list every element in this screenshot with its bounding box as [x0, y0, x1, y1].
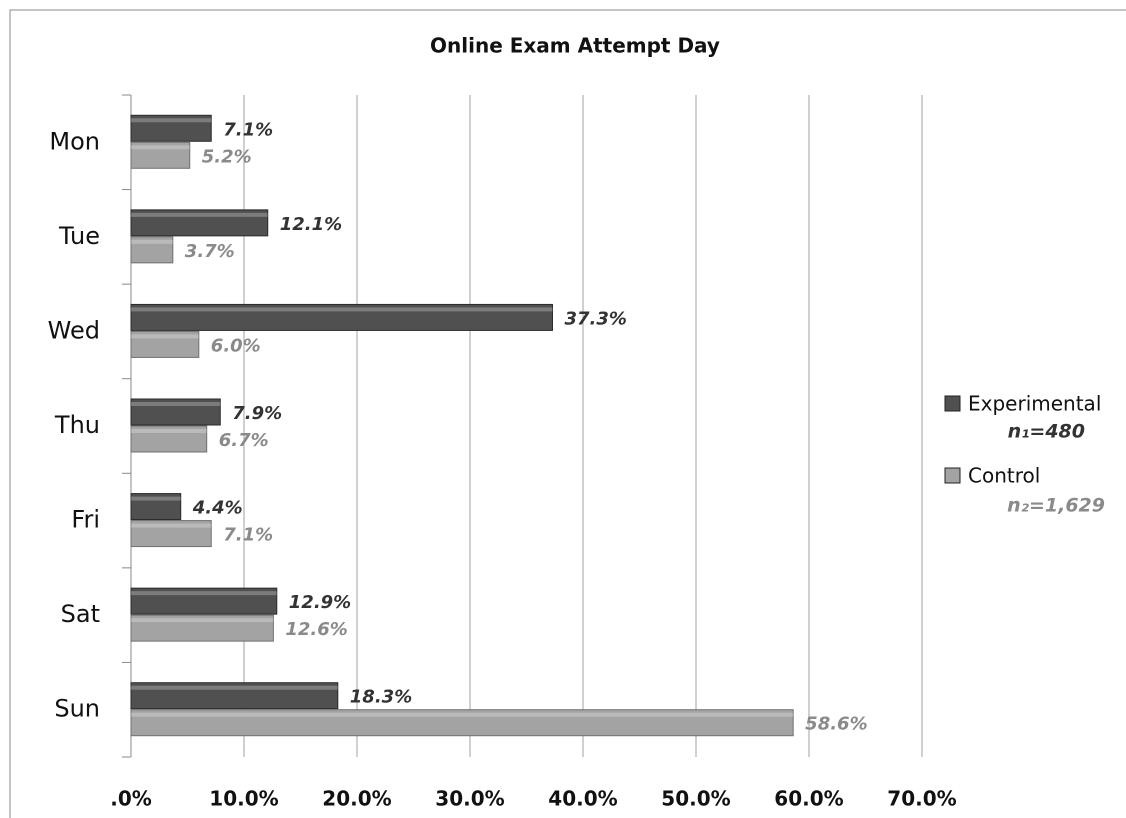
x-tick-label: 40.0% — [548, 787, 617, 811]
bar-highlight — [131, 307, 553, 312]
value-label: 37.3% — [564, 308, 626, 329]
bar-highlight — [131, 523, 212, 528]
value-label: 3.7% — [185, 241, 235, 262]
bar — [130, 303, 553, 331]
bar-highlight — [131, 712, 794, 717]
y-tick-label: Mon — [49, 127, 100, 155]
bar — [130, 709, 794, 737]
chart-title: Online Exam Attempt Day — [430, 34, 720, 58]
bar-highlight — [131, 591, 277, 596]
x-tick-label: 10.0% — [209, 787, 278, 811]
bar-highlight — [131, 496, 181, 501]
bar-highlight — [131, 118, 212, 123]
bar — [130, 114, 212, 142]
legend-swatch — [944, 467, 961, 484]
bar — [130, 520, 212, 548]
y-tick-label: Wed — [48, 316, 100, 344]
bar — [130, 141, 191, 169]
value-label: 7.1% — [223, 525, 273, 546]
y-tick-label: Sun — [54, 695, 100, 723]
bar — [130, 209, 269, 237]
x-tick-label: 30.0% — [435, 787, 504, 811]
x-tick-label: .0% — [110, 787, 152, 811]
value-label: 18.3% — [350, 687, 412, 708]
bar — [130, 493, 182, 521]
bar-highlight — [131, 239, 173, 244]
bar-highlight — [131, 212, 268, 217]
bar-highlight — [131, 429, 207, 433]
bar-highlight — [131, 685, 338, 690]
x-tick-label: 50.0% — [661, 787, 730, 811]
annotation: n₁=480 — [1008, 421, 1085, 443]
value-label: 12.1% — [280, 214, 342, 235]
legend-swatch — [944, 395, 961, 412]
x-tick-label: 20.0% — [322, 787, 391, 811]
value-label: 58.6% — [805, 714, 867, 735]
bar-highlight — [131, 402, 221, 406]
y-tick-label: Fri — [71, 506, 100, 534]
y-tick-label: Thu — [54, 411, 100, 439]
bar — [130, 330, 200, 358]
value-label: 6.0% — [211, 335, 261, 356]
x-tick-label: 70.0% — [887, 787, 956, 811]
bar-highlight — [131, 618, 274, 623]
bar — [130, 587, 278, 615]
value-label: 12.6% — [285, 619, 347, 640]
legend-label: Experimental — [968, 392, 1101, 416]
value-label: 6.7% — [219, 430, 269, 451]
value-label: 12.9% — [289, 592, 351, 613]
bar — [130, 682, 339, 710]
y-tick-label: Sat — [61, 600, 100, 628]
x-tick-label: 60.0% — [774, 787, 843, 811]
value-label: 7.1% — [223, 119, 273, 140]
value-label: 5.2% — [202, 146, 252, 167]
bar — [130, 398, 221, 426]
legend-label: Control — [968, 464, 1040, 488]
bar — [130, 425, 208, 453]
y-tick-label: Tue — [58, 222, 100, 250]
bar-highlight — [131, 334, 199, 339]
bar — [130, 236, 174, 264]
value-label: 4.4% — [192, 498, 243, 519]
annotation: n₂=1,629 — [1007, 495, 1105, 517]
bar — [130, 614, 274, 642]
value-label: 7.9% — [232, 403, 282, 424]
bar-highlight — [131, 145, 190, 150]
